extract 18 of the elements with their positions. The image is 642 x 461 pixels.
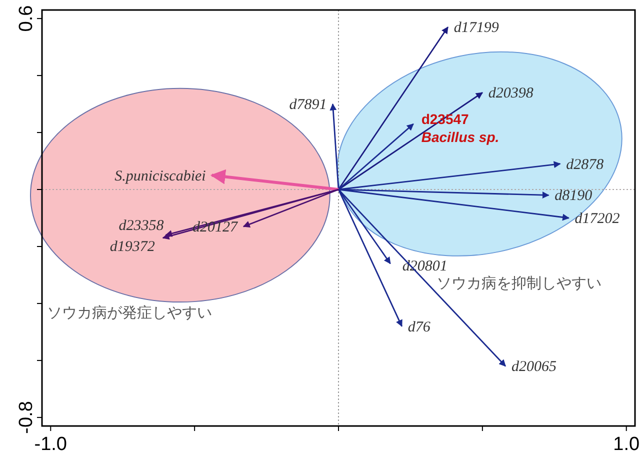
annotation: ソウカ病が発症しやすい [47,304,212,322]
y-tick-label: -0.8 [16,401,37,434]
x-tick-label: 1.0 [613,434,640,455]
series-label: d20127 [192,220,240,236]
series-label: d76 [408,319,431,336]
series-label: d20065 [511,359,557,376]
series-label: d17199 [454,20,500,36]
series-label: d2878 [566,156,604,173]
series-label: d23358 [118,218,164,234]
series-label: S.puniciscabiei [114,168,206,184]
series-label: d19372 [110,238,156,255]
series-label: d7891 [289,97,327,114]
series-label: d20398 [488,86,534,102]
x-tick-label: -1.0 [34,434,68,455]
series-label: d17202 [574,211,620,227]
y-tick-label: 0.6 [16,5,37,32]
annotation: ソウカ病を抑制しやすい [436,274,602,292]
series-label: d8190 [554,188,593,204]
